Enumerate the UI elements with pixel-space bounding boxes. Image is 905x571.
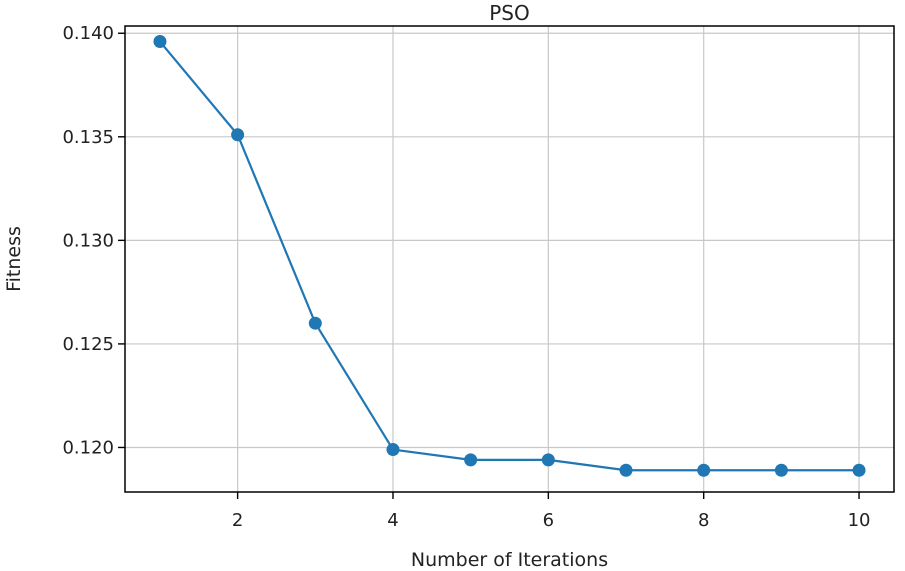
data-point [619, 463, 633, 477]
x-tick-label: 2 [232, 510, 243, 531]
data-point [153, 35, 167, 49]
x-tick-label: 10 [848, 510, 871, 531]
y-tick-label: 0.140 [62, 23, 114, 44]
series-group [153, 35, 866, 477]
data-point [308, 316, 322, 330]
data-point [697, 463, 711, 477]
x-tick-label: 6 [543, 510, 554, 531]
x-axis: 2 4 6 8 10 [232, 492, 871, 531]
y-tick-label: 0.125 [62, 334, 114, 355]
x-tick-label: 4 [387, 510, 398, 531]
series-line [159, 40, 860, 472]
data-point [541, 453, 555, 467]
data-point [464, 453, 478, 467]
plot-frame [124, 25, 895, 493]
grid [125, 26, 894, 492]
y-axis: 0.120 0.125 0.130 0.135 0.140 [62, 23, 125, 458]
chart-title: PSO [489, 1, 530, 25]
data-point [386, 443, 400, 457]
x-axis-title: Number of Iterations [411, 549, 608, 571]
y-tick-label: 0.120 [62, 437, 114, 458]
data-point [774, 463, 788, 477]
data-point [231, 128, 245, 142]
y-axis-title: Fitness [3, 226, 25, 292]
data-point [852, 463, 866, 477]
y-tick-label: 0.135 [62, 127, 114, 148]
y-tick-label: 0.130 [62, 230, 114, 251]
x-tick-label: 8 [698, 510, 709, 531]
